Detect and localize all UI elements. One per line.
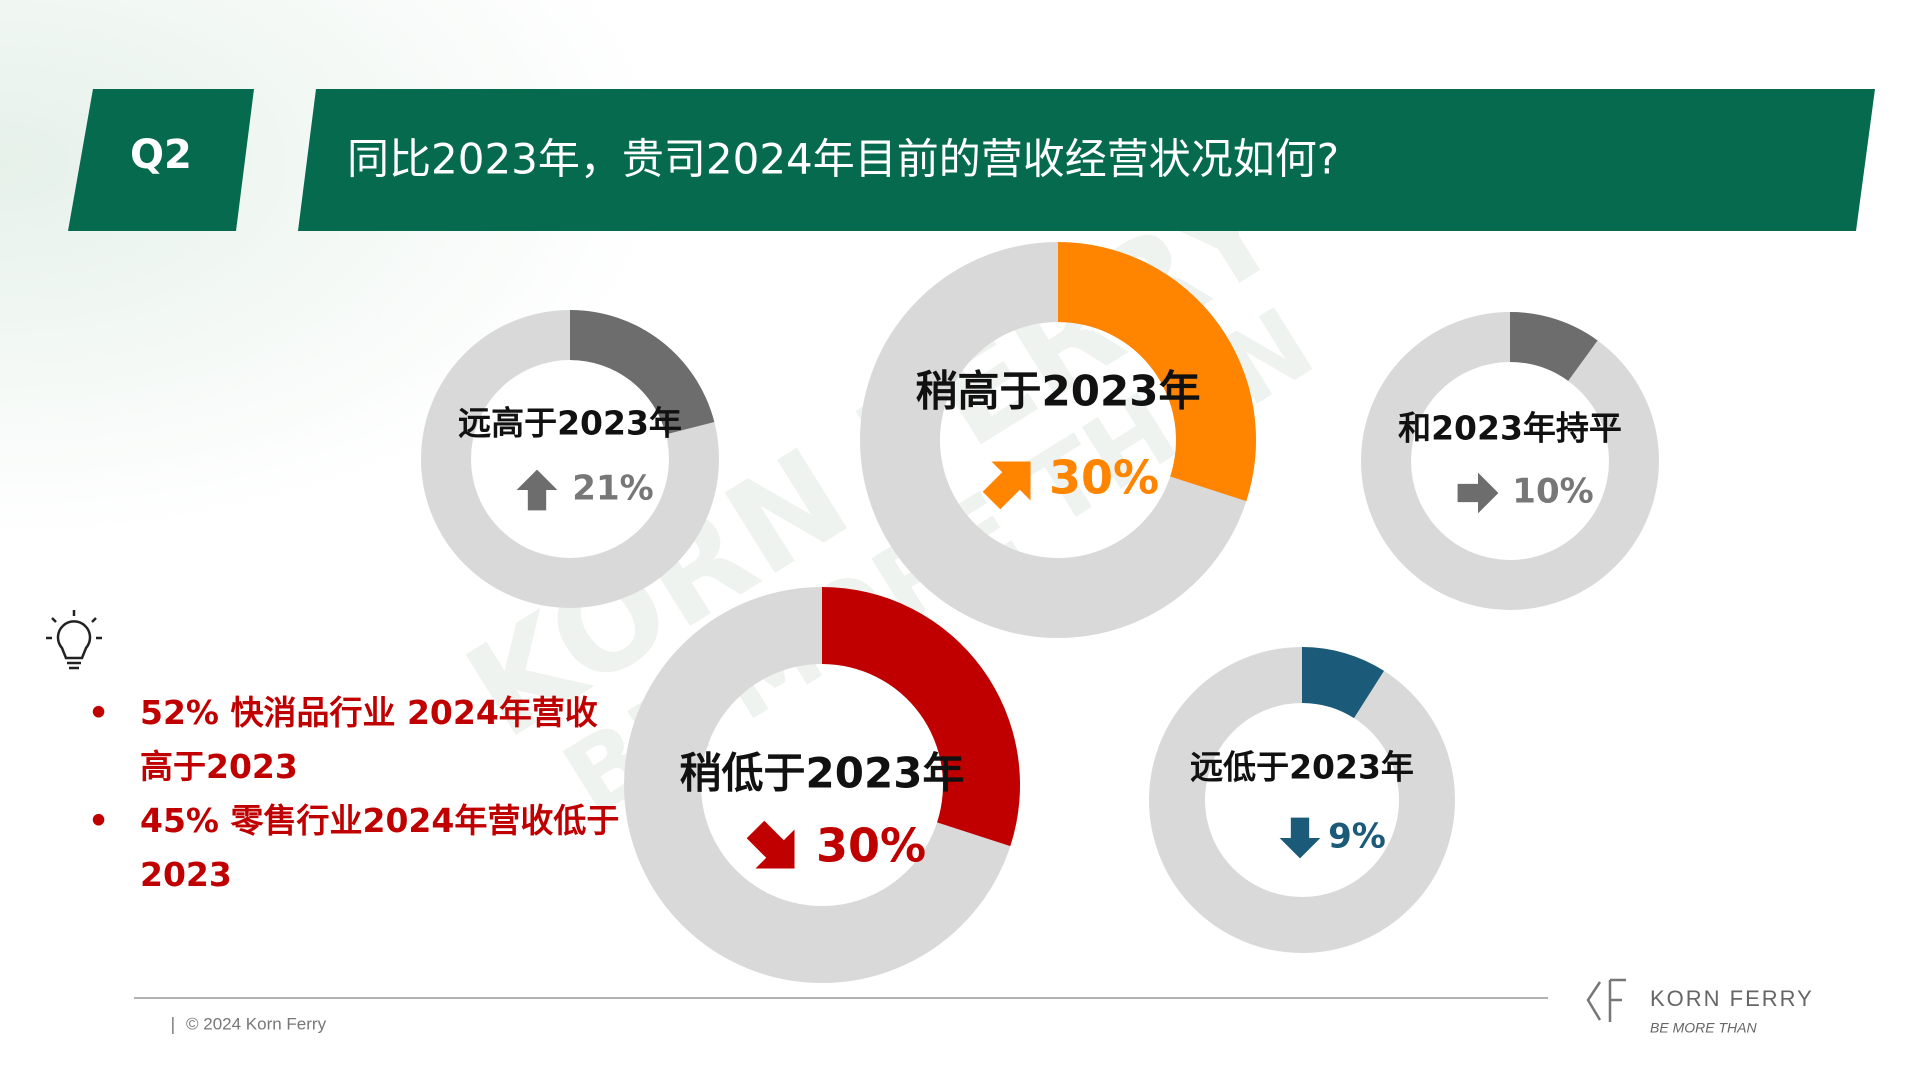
donut-segment: [570, 310, 715, 435]
donut-label: 远低于2023年: [1190, 748, 1414, 787]
donut-label: 远高于2023年: [458, 404, 682, 443]
value-label: 9%: [1328, 817, 1386, 857]
note: 45% 零售行业2024年营收低于2023: [88, 794, 630, 902]
donut-label: 稍高于2023年: [916, 367, 1201, 416]
notes: 52% 快消品行业 2024年营收高于2023 45% 零售行业2024年营收低…: [88, 686, 630, 902]
value-label: 21%: [572, 469, 653, 509]
donut-label: 和2023年持平: [1398, 409, 1622, 448]
donut-segment: [1058, 242, 1256, 502]
note: 52% 快消品行业 2024年营收高于2023: [88, 686, 630, 794]
footer-tagline: BE MORE THAN: [1650, 1020, 1757, 1036]
value-label: 30%: [816, 819, 926, 873]
arrow-icon: [982, 461, 1031, 510]
logo-mark: [1586, 978, 1626, 1022]
footer-copyright: © 2024 Korn Ferry: [186, 1014, 327, 1033]
bulb-icon: [46, 610, 102, 670]
donut-segment: [1510, 312, 1598, 381]
arrow-icon: [746, 820, 795, 869]
header-title: 同比2023年，贵司2024年目前的营收经营状况如何?: [347, 135, 1339, 184]
value-label: 10%: [1512, 472, 1593, 512]
header-badge-bg: [68, 89, 254, 231]
value-label: 30%: [1049, 451, 1159, 505]
arrow-icon: [1279, 817, 1321, 859]
donut-label: 稍低于2023年: [680, 749, 965, 798]
footer-brand: KORN FERRY: [1650, 986, 1814, 1011]
arrow-icon: [1457, 472, 1499, 514]
donut-segment: [1302, 647, 1384, 719]
donut-segment: [822, 587, 1020, 847]
header-badge: Q2: [130, 132, 192, 178]
arrow-icon: [516, 469, 558, 511]
footer-divider: |: [170, 1015, 176, 1035]
header-bg: [298, 89, 1875, 231]
